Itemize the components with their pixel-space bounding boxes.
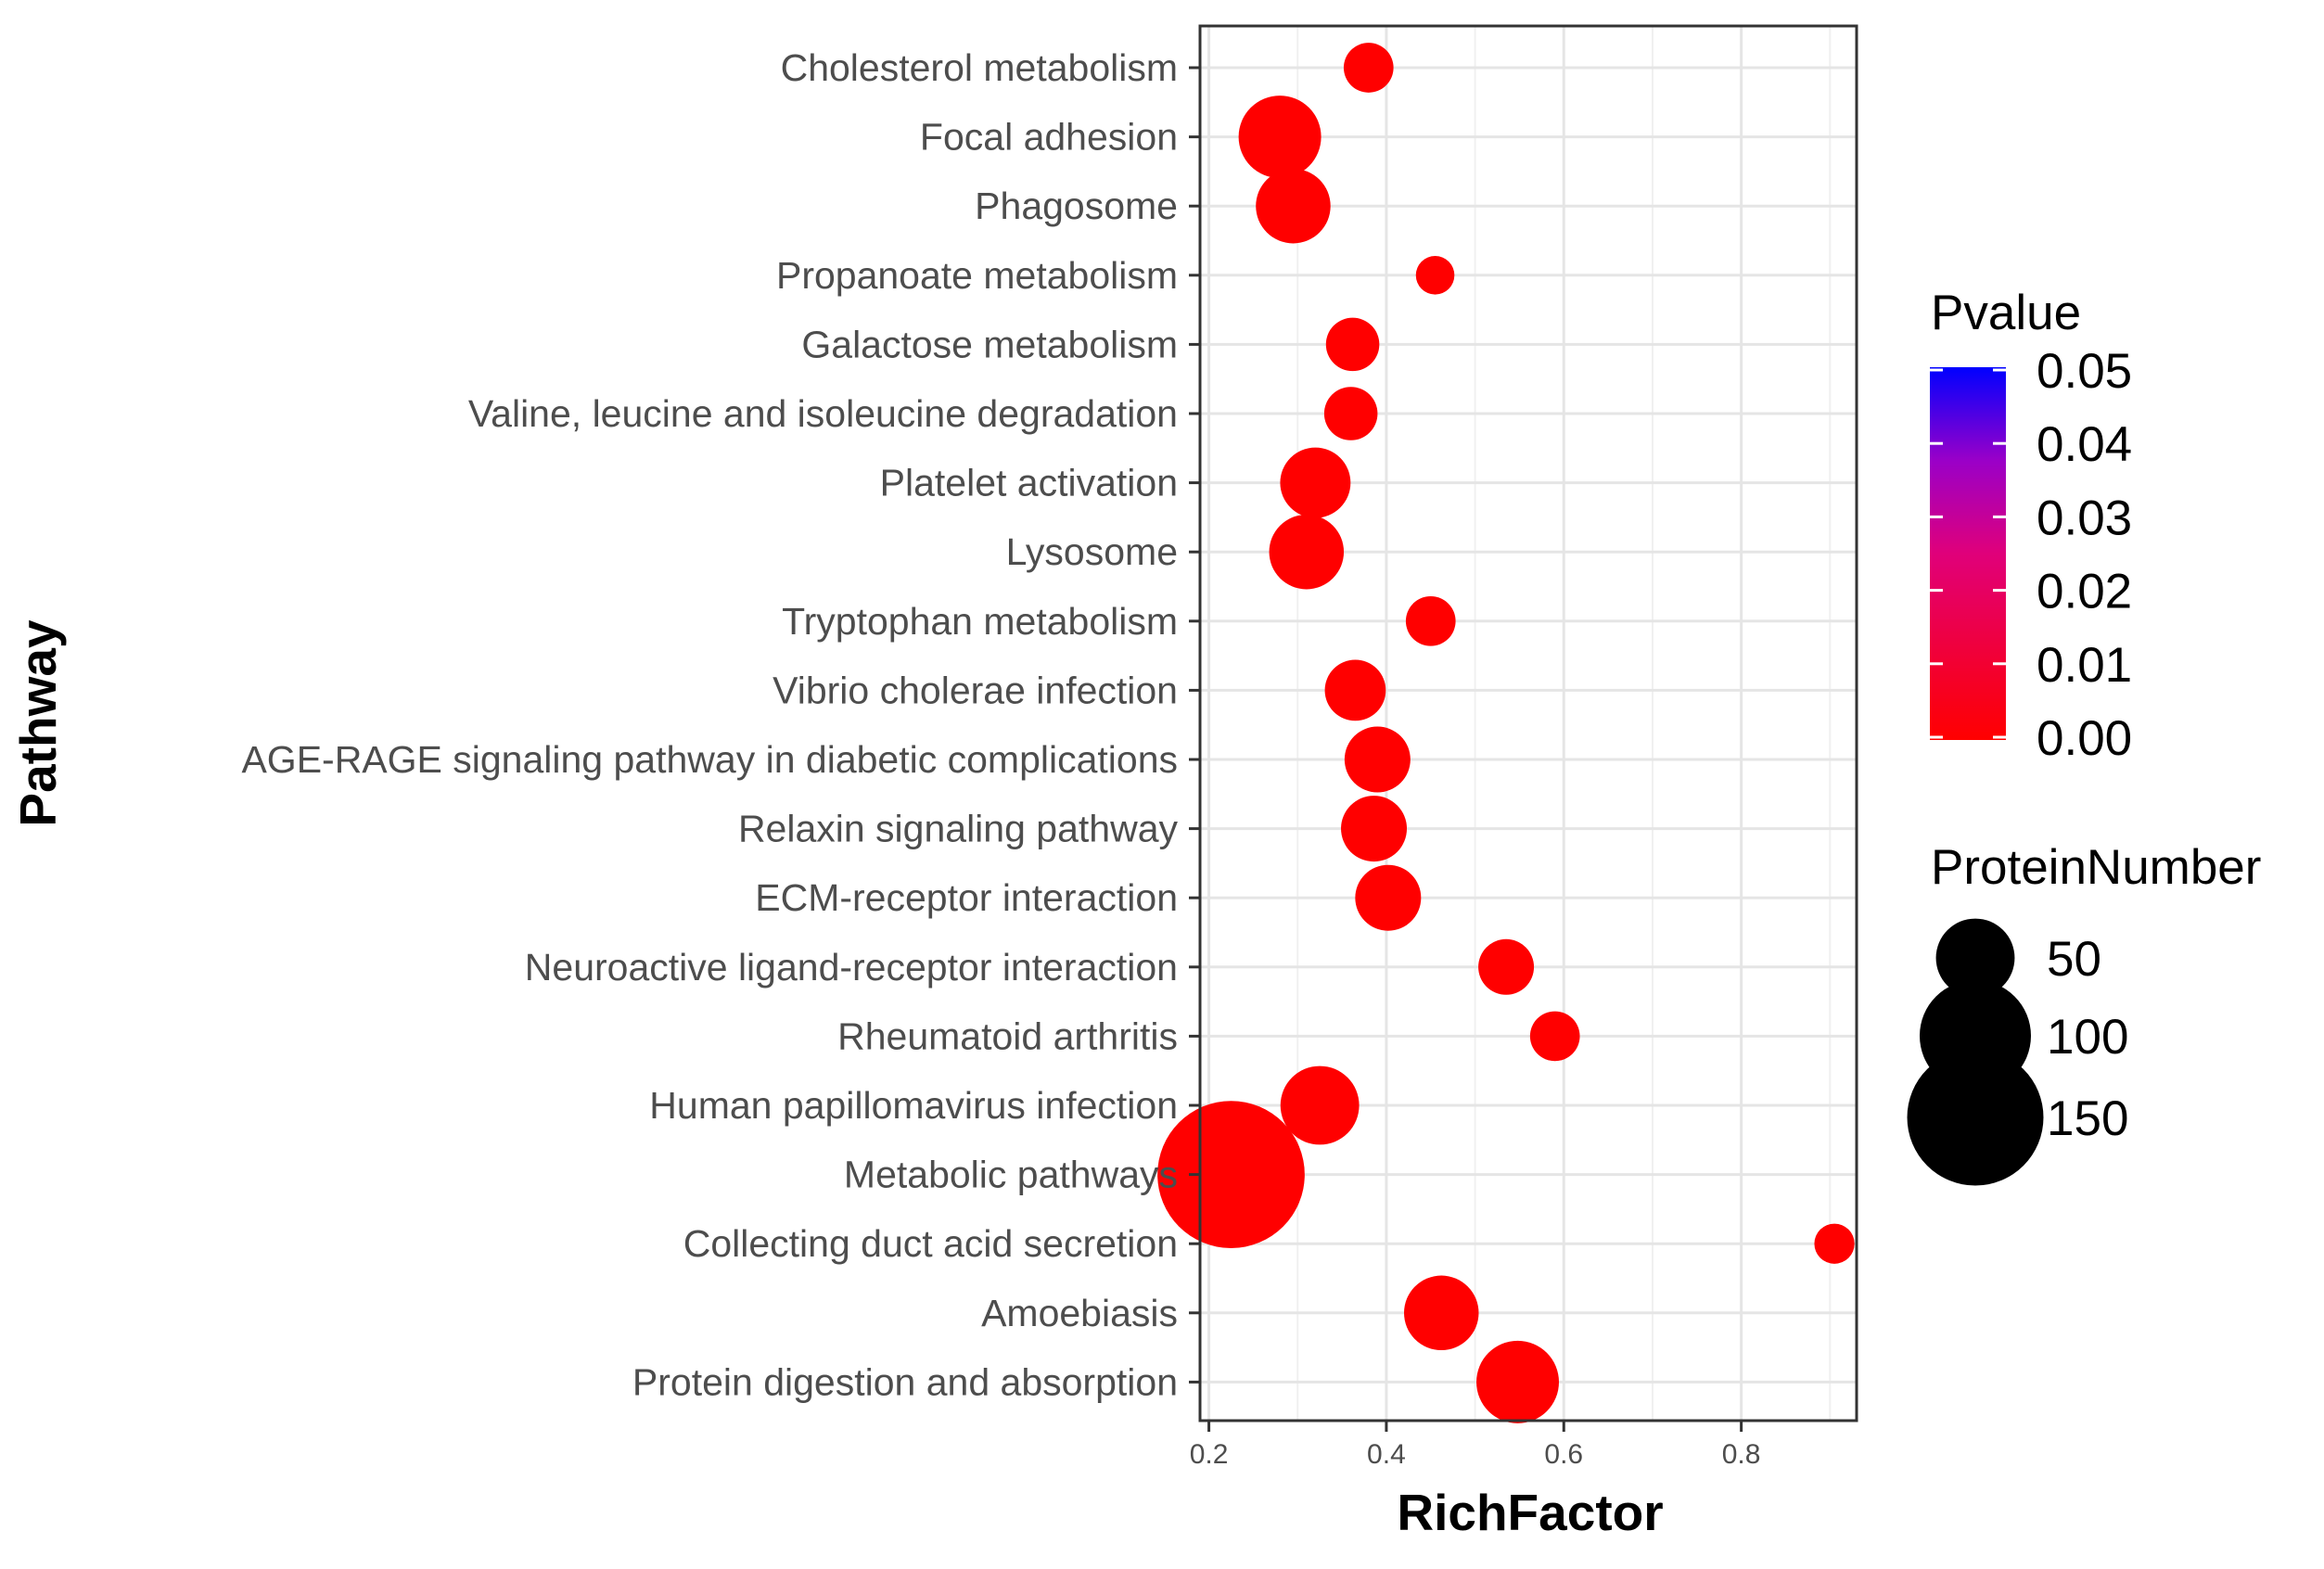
data-point (1341, 796, 1408, 862)
pathway-label: Human papillomavirus infection (649, 1084, 1178, 1127)
data-point (1529, 1011, 1580, 1062)
pathway-label: Phagosome (975, 185, 1178, 227)
pathway-label: Tryptophan metabolism (782, 600, 1178, 643)
data-point (1280, 1065, 1360, 1145)
data-point (1355, 864, 1422, 931)
pathway-label: Lysosome (1006, 530, 1178, 573)
pathway-label: Amoebiasis (981, 1292, 1178, 1334)
data-point (1269, 514, 1345, 590)
size-legend-circle (1935, 918, 2015, 998)
pathway-label: Galactose metabolism (801, 323, 1178, 365)
pathway-label: Rheumatoid arthritis (837, 1014, 1178, 1057)
pvalue-legend: Pvalue 0.05 0.04 0.03 0.02 0.01 0.00 (1930, 286, 2132, 766)
data-point (1325, 317, 1380, 372)
panel-border (1198, 24, 1858, 1422)
size-legend-label: 150 (2047, 1091, 2128, 1146)
pathway-label: Propanoate metabolism (776, 254, 1178, 297)
pathway-label: Relaxin signaling pathway (738, 808, 1179, 850)
pathway-label: Cholesterol metabolism (781, 46, 1178, 89)
colorbar-label: 0.03 (2037, 491, 2132, 545)
y-axis-title: Pathway (9, 619, 67, 827)
pathway-label: Metabolic pathways (844, 1154, 1178, 1196)
pathway-label: ECM-receptor interaction (755, 876, 1178, 919)
pathway-label: Platelet activation (880, 462, 1178, 504)
data-point (1405, 595, 1456, 646)
protein-number-legend: ProteinNumber 50 100 150 (1907, 840, 2261, 1186)
data-point (1157, 1101, 1305, 1248)
colorbar-label: 0.04 (2037, 417, 2132, 472)
points-layer (1157, 43, 1855, 1423)
pathway-label: Protein digestion and absorption (632, 1360, 1178, 1403)
pvalue-legend-title: Pvalue (1931, 286, 2081, 340)
x-tick-label: 0.4 (1367, 1439, 1406, 1470)
data-point (1238, 96, 1322, 179)
data-point (1814, 1223, 1855, 1264)
colorbar-label: 0.00 (2037, 711, 2132, 766)
protein-number-legend-title: ProteinNumber (1931, 840, 2261, 895)
pathway-label: AGE-RAGE signaling pathway in diabetic c… (241, 738, 1178, 781)
data-point (1415, 256, 1455, 295)
pathway-label: Neuroactive ligand-receptor interaction (525, 946, 1178, 989)
pvalue-colorbar (1930, 367, 2006, 740)
pvalue-colorbar-ticks: 0.05 0.04 0.03 0.02 0.01 0.00 (1930, 344, 2132, 766)
x-axis-title: RichFactor (1397, 1484, 1663, 1541)
pathway-label: Collecting duct acid secretion (683, 1222, 1178, 1265)
data-point (1280, 447, 1351, 518)
size-legend-circle (1907, 1049, 2044, 1186)
pathway-label: Focal adhesion (920, 116, 1178, 159)
size-legend-label: 50 (2047, 932, 2101, 987)
data-point (1323, 387, 1378, 440)
data-point (1476, 1340, 1560, 1423)
pathway-label: Vibrio cholerae infection (773, 669, 1178, 711)
data-point (1344, 726, 1411, 793)
data-point (1324, 659, 1386, 721)
data-point (1478, 938, 1535, 995)
data-point (1343, 43, 1394, 93)
y-axis: Cholesterol metabolism Focal adhesion Phag… (241, 46, 1200, 1403)
data-point (1256, 168, 1331, 244)
protein-number-legend-items: 50 100 150 (1907, 918, 2128, 1186)
size-legend-label: 100 (2047, 1010, 2128, 1065)
colorbar-label: 0.02 (2037, 565, 2132, 619)
pathway-label: Valine, leucine and isoleucine degradati… (468, 392, 1178, 435)
x-tick-label: 0.6 (1544, 1439, 1583, 1470)
colorbar-label: 0.01 (2037, 638, 2132, 693)
x-tick-label: 0.8 (1722, 1439, 1761, 1470)
x-axis: 0.2 0.4 0.6 0.8 (1190, 1421, 1761, 1470)
colorbar-label: 0.05 (2037, 344, 2132, 399)
data-point (1403, 1275, 1479, 1351)
x-tick-label: 0.2 (1190, 1439, 1229, 1470)
